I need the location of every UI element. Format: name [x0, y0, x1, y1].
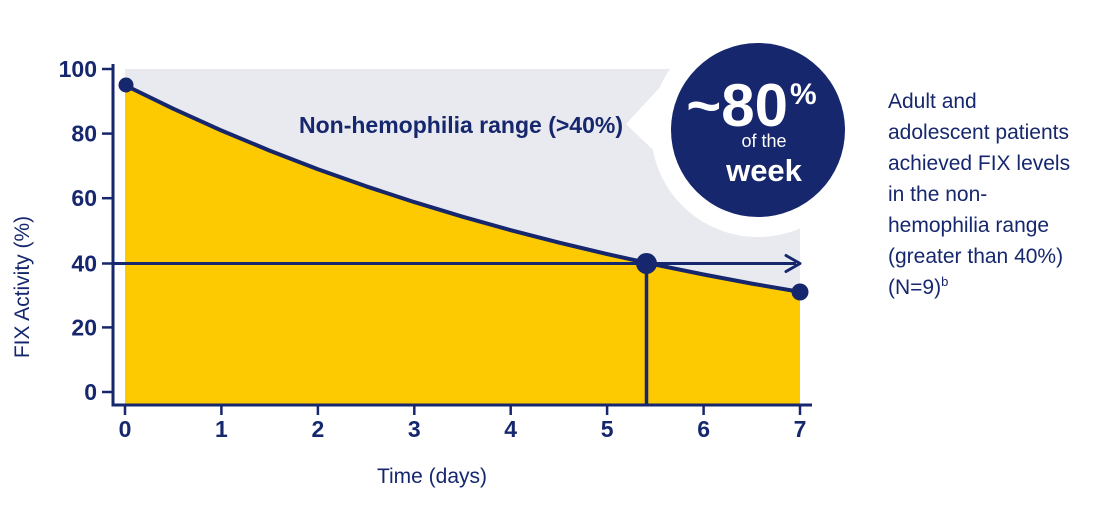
badge-percent-sign: % [790, 78, 817, 111]
svg-text:6: 6 [697, 416, 710, 442]
x-axis-tick-labels: 0 1 2 3 4 5 6 7 [119, 416, 807, 442]
badge-line2: of the [741, 131, 786, 151]
y-axis-tick-labels: 100 80 60 40 20 0 [59, 56, 97, 405]
x-axis-title: Time (days) [377, 465, 487, 488]
badge-value: ~80 [686, 72, 788, 139]
fix-activity-curve [123, 83, 802, 294]
marker-day7-dot [791, 283, 809, 301]
badge-circle [671, 43, 845, 217]
threshold-arrowhead-icon [784, 254, 802, 273]
note-line: achieved FIX levels [888, 152, 1071, 175]
svg-text:0: 0 [84, 379, 97, 405]
badge-callout: ~80 % of the week [626, 23, 865, 237]
x-axis-ticks [123, 405, 802, 415]
badge-line3: week [725, 153, 803, 188]
patients-note: Adult and adolescent patients achieved F… [888, 86, 1100, 303]
svg-text:2: 2 [312, 416, 325, 442]
note-line: hemophilia range [888, 214, 1050, 237]
note-line: in the non- [888, 183, 988, 206]
note-footnote-superscript: b [941, 274, 949, 289]
svg-text:4: 4 [504, 416, 517, 442]
svg-text:40: 40 [71, 251, 97, 277]
note-line: (greater than 40%) [888, 245, 1064, 268]
fix-activity-area [125, 85, 800, 405]
y-axis-ticks [102, 67, 113, 394]
note-line: adolescent patients [888, 121, 1069, 144]
svg-text:0: 0 [119, 416, 132, 442]
svg-text:7: 7 [794, 416, 807, 442]
svg-text:5: 5 [601, 416, 614, 442]
note-line: Adult and [888, 90, 977, 113]
y-axis-title: FIX Activity (%) [11, 216, 34, 358]
svg-text:80: 80 [71, 121, 97, 147]
svg-text:3: 3 [408, 416, 421, 442]
note-line: (N=9) [888, 276, 942, 299]
svg-text:60: 60 [71, 185, 97, 211]
marker-crossing-dot [636, 253, 657, 274]
marker-day0-dot [118, 77, 134, 93]
non-hemophilia-range-label: Non-hemophilia range (>40%) [299, 112, 623, 138]
svg-text:20: 20 [71, 314, 97, 340]
svg-text:1: 1 [215, 416, 228, 442]
svg-text:100: 100 [59, 56, 97, 82]
